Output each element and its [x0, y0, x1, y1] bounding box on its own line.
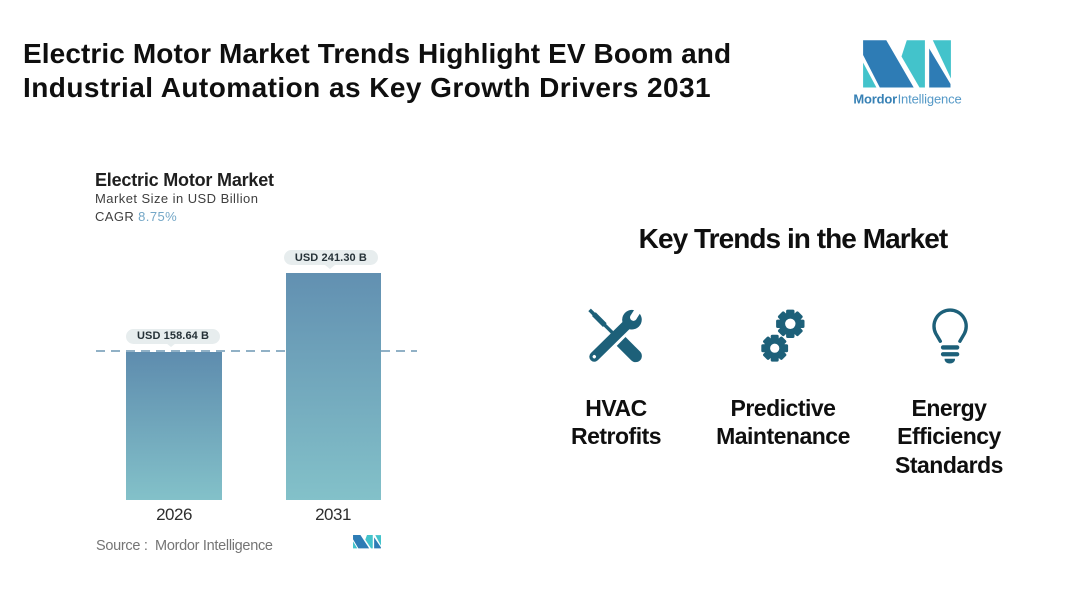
svg-text:Mordor: Mordor: [853, 92, 897, 107]
svg-text:Intelligence: Intelligence: [898, 92, 962, 107]
